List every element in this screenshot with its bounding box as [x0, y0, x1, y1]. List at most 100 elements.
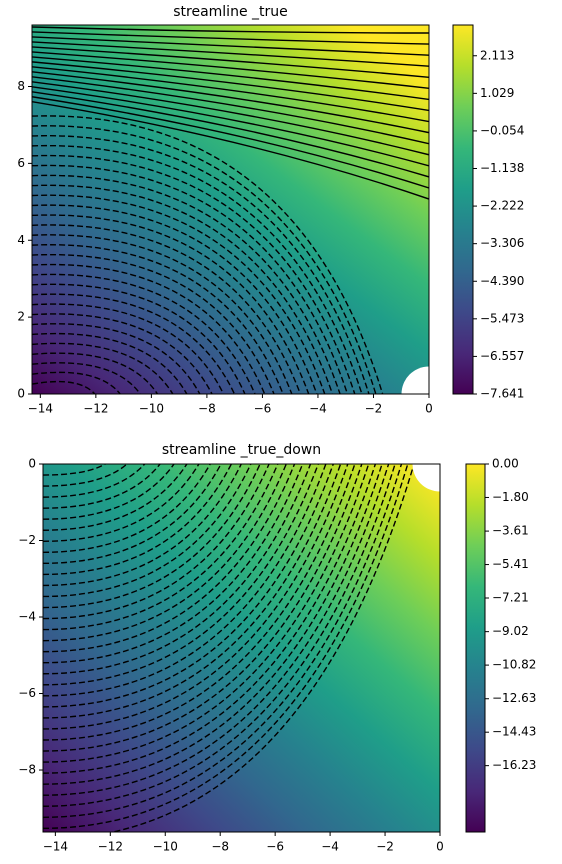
x-tick-label: −10 [153, 840, 178, 854]
colorbar-tick-label: −7.21 [492, 591, 529, 605]
contour-line [32, 263, 266, 394]
x-tick-label: −6 [266, 840, 284, 854]
contour-line [32, 174, 341, 394]
colorbar-tick-label: −1.138 [480, 161, 524, 175]
colorbar-tick-label: 2.113 [480, 48, 514, 62]
contour-line [32, 46, 429, 78]
contour-line [32, 115, 384, 394]
contour-line [32, 154, 356, 394]
colorbar-tick-label: −6.557 [480, 349, 524, 363]
contour-line [32, 224, 302, 394]
contour-line [43, 464, 342, 719]
cylinder [401, 366, 429, 394]
x-tick-label: −8 [211, 840, 229, 854]
contour-line [43, 464, 270, 620]
contour-line [43, 464, 349, 730]
contour-line [32, 51, 429, 90]
contour-line [43, 464, 232, 576]
contour-line [32, 61, 429, 112]
x-tick-label: −12 [98, 840, 123, 854]
x-tick-label: −2 [376, 840, 394, 854]
contour-line [32, 91, 429, 178]
contour-line [32, 184, 334, 394]
colorbar-tick-label: −1.80 [492, 490, 529, 504]
contour-line [32, 135, 370, 394]
plot-area [43, 464, 440, 832]
y-tick-label: −4 [18, 610, 36, 624]
x-tick-label: 0 [425, 402, 433, 416]
contour-line [43, 464, 383, 785]
contour-line [32, 214, 310, 394]
contour-line [43, 464, 363, 752]
cylinder [412, 464, 440, 492]
y-tick-label: 8 [17, 79, 25, 93]
x-tick-label: −14 [43, 840, 68, 854]
contour-line [43, 464, 279, 631]
contour-line [32, 144, 363, 394]
contour-line [32, 204, 318, 394]
contour-line [43, 464, 377, 774]
colorbar-tick-label: −4.390 [480, 274, 524, 288]
contour-line [32, 293, 236, 394]
colorbar-tick-label: 1.029 [480, 86, 514, 100]
contour-line [32, 352, 159, 394]
x-tick-label: −4 [309, 402, 327, 416]
contour-line [32, 125, 377, 394]
contour-line [32, 244, 284, 394]
contour-line [43, 464, 319, 686]
contour-line [32, 56, 429, 101]
contour-line [43, 464, 396, 807]
contour-line [32, 194, 326, 394]
contour-line [43, 464, 128, 487]
contour-line [32, 71, 429, 134]
colorbar-tick-label: −10.82 [492, 658, 536, 672]
contour-line [32, 86, 429, 167]
contour-line [32, 26, 429, 34]
contour-line [43, 464, 175, 520]
contour-line [43, 464, 252, 598]
contour-line [32, 303, 225, 394]
colorbar-tick-label: −3.306 [480, 236, 524, 250]
x-tick-label: −6 [254, 402, 272, 416]
colorbar-tick-label: −5.41 [492, 557, 529, 571]
contour-line [43, 464, 327, 697]
colorbar-tick-label: −5.473 [480, 311, 524, 325]
colorbar-tick-label: −16.23 [492, 758, 536, 772]
x-tick-label: −8 [198, 402, 216, 416]
contour-line [32, 342, 174, 394]
colorbar-tick-label: −2.222 [480, 199, 524, 213]
contour-line [43, 464, 146, 498]
contour-line [43, 464, 222, 565]
colorbar-tick-label: −9.02 [492, 624, 529, 638]
contour-line [43, 464, 161, 509]
contour-line [32, 41, 429, 67]
y-tick-label: −2 [18, 533, 36, 547]
contour-line [108, 464, 415, 832]
chart-title: streamline _true_down [162, 442, 321, 458]
colorbar-tick-label: −12.63 [492, 691, 536, 705]
colorbar-tick-label: −3.61 [492, 524, 529, 538]
colorbar-tick-label: −0.054 [480, 123, 524, 137]
y-tick-label: 4 [17, 233, 25, 247]
x-tick-label: −10 [139, 402, 164, 416]
contour-line [32, 273, 256, 394]
contour-line [32, 253, 275, 394]
colorbar-tick-label: −7.641 [480, 387, 524, 401]
contour-line [32, 362, 141, 394]
contour-line [43, 464, 211, 554]
contour-line [32, 371, 121, 394]
chart-title: streamline _true [173, 4, 288, 20]
contour-line [32, 380, 96, 394]
colorbar-tick-label: 0.00 [492, 457, 519, 471]
contour-line [32, 66, 429, 123]
y-tick-label: −8 [18, 763, 36, 777]
x-tick-label: −2 [365, 402, 383, 416]
y-tick-label: 2 [17, 310, 25, 324]
y-tick-label: 6 [17, 156, 25, 170]
contour-line [32, 31, 429, 45]
colorbar [452, 24, 474, 395]
colorbar-tick-label: −14.43 [492, 725, 536, 739]
contour-line [43, 464, 356, 741]
contour-line [43, 464, 312, 675]
